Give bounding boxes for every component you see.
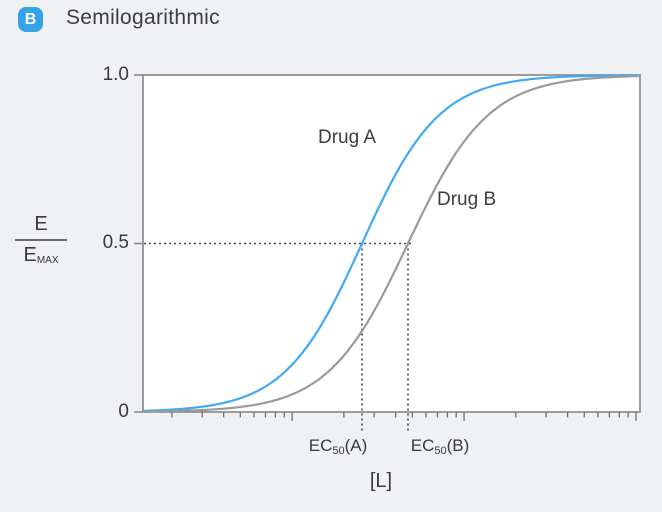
drug-a-label: Drug A [318, 127, 377, 148]
drug-a-curve [141, 74, 642, 412]
y-axis-label-denominator: EMAX [23, 244, 59, 266]
y-axis-label-numerator: E [34, 213, 48, 235]
drug-b-curve [141, 74, 642, 413]
plot-area [142, 74, 641, 413]
y-axis-label: E EMAX [13, 213, 69, 267]
ec50-b-annotation: EC50(B) [410, 436, 470, 457]
x-axis-label: [L] [369, 470, 393, 492]
fraction-bar [15, 239, 67, 241]
drug-b-label: Drug B [437, 189, 497, 210]
panel-letter-badge: B [18, 7, 43, 32]
y-tick-label-0.5: 0.5 [102, 232, 129, 253]
panel-title: Semilogarithmic [66, 6, 220, 29]
ec50-a-annotation: EC50(A) [308, 436, 368, 457]
y-tick-label-1.0: 1.0 [102, 64, 129, 85]
y-axis-label-subscript: MAX [36, 255, 59, 266]
y-tick-label-0: 0 [118, 401, 129, 422]
